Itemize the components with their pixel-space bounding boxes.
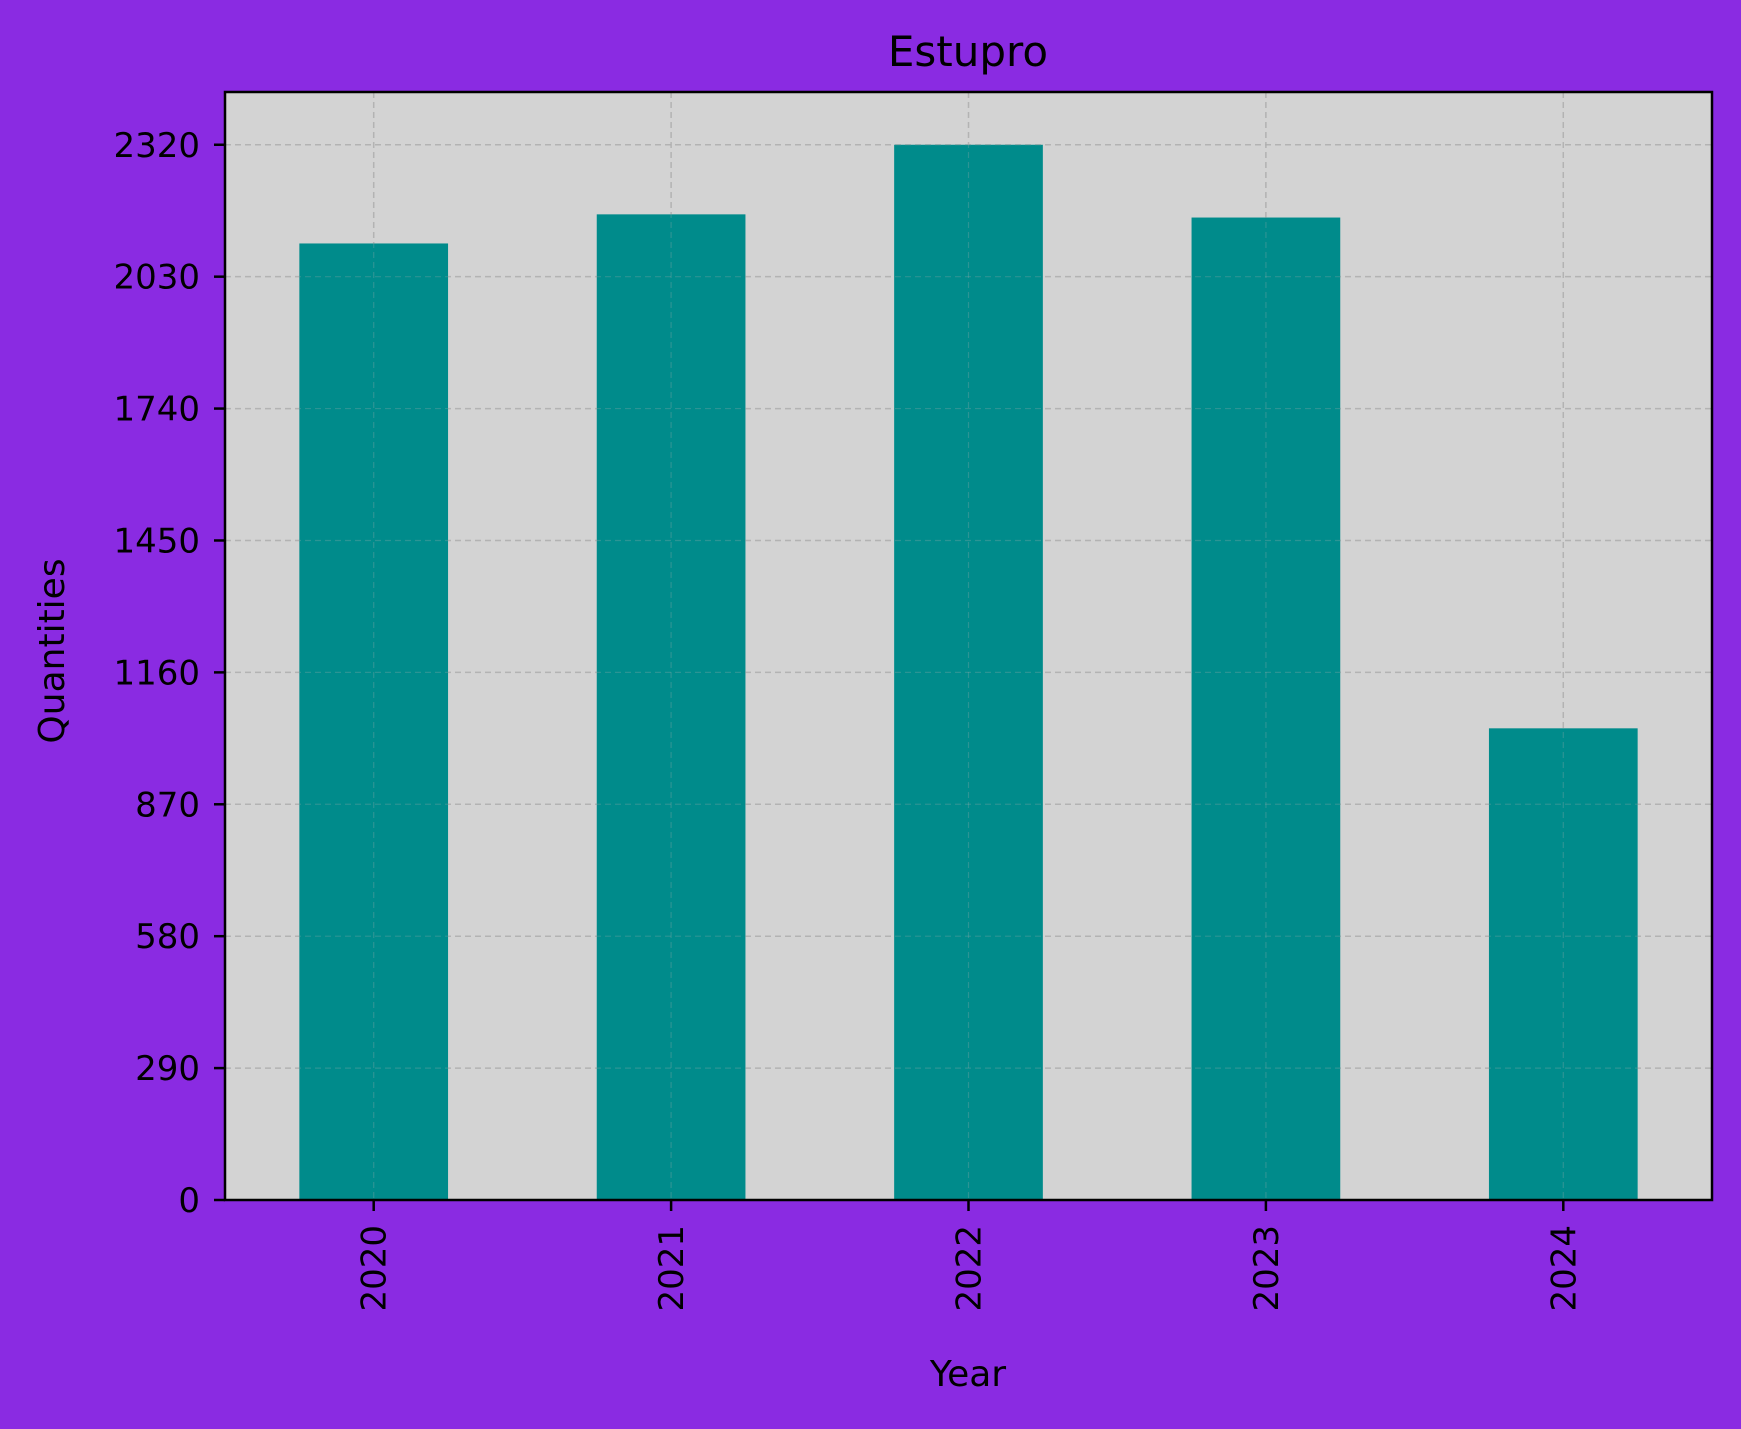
x-tick-label: 2020	[355, 1225, 395, 1312]
y-tick-label: 2320	[113, 126, 200, 166]
x-tick-label: 2023	[1247, 1225, 1287, 1312]
x-axis-label: Year	[929, 1354, 1006, 1395]
y-tick-label: 290	[135, 1049, 200, 1089]
bar-2021	[596, 214, 746, 1201]
y-axis-ticks: 0 290 580 870 1160 1450 1740 2030 2320	[113, 126, 225, 1221]
bars	[299, 144, 1638, 1201]
y-tick-label: 580	[135, 917, 200, 957]
y-tick-label: 1740	[113, 390, 200, 430]
x-tick-label: 2021	[652, 1225, 692, 1312]
x-tick-label: 2022	[950, 1225, 990, 1312]
y-tick-label: 1160	[113, 653, 200, 693]
x-tick-label: 2024	[1544, 1225, 1584, 1312]
y-tick-label: 2030	[113, 258, 200, 298]
bar-2022	[894, 144, 1043, 1200]
bar-2023	[1191, 217, 1341, 1201]
y-axis-label: Quantities	[32, 558, 73, 743]
y-tick-label: 1450	[113, 521, 200, 561]
y-tick-label: 870	[135, 785, 200, 825]
bar-2024	[1488, 728, 1638, 1200]
y-tick-label: 0	[178, 1181, 200, 1221]
bar-2020	[299, 243, 449, 1200]
x-axis-ticks: 2020 2021 2022 2023 2024	[355, 1200, 1584, 1312]
chart-title: Estupro	[888, 27, 1048, 76]
